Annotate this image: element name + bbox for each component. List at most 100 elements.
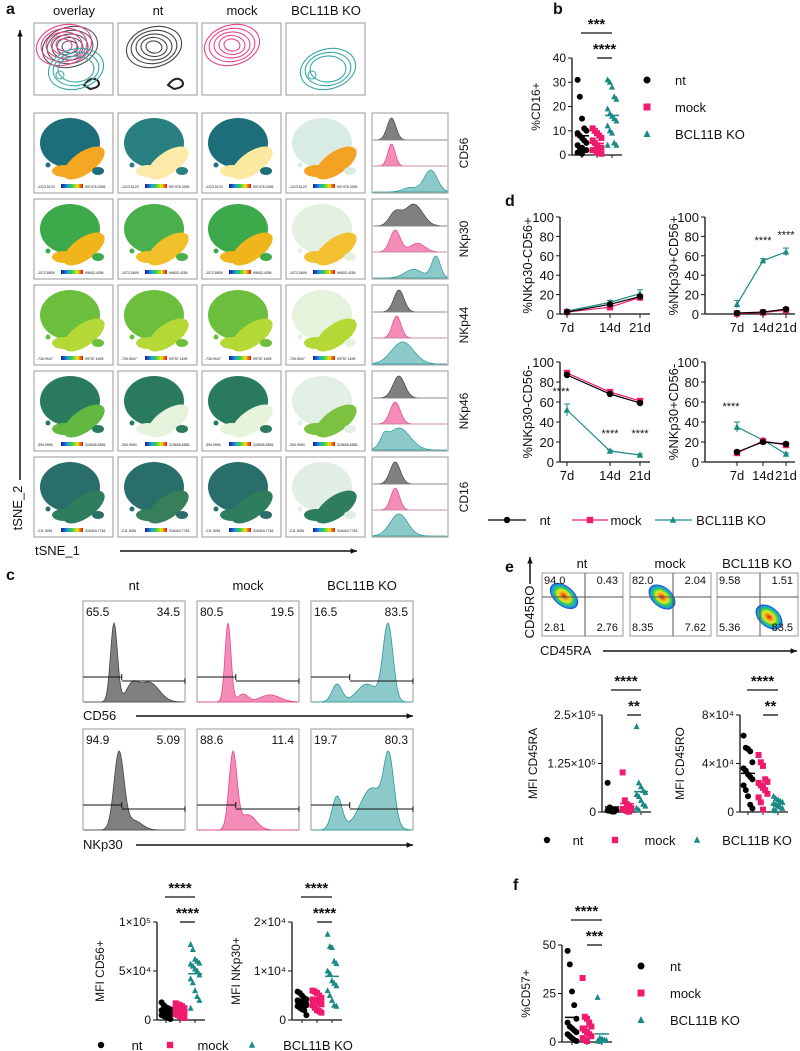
tsne-cluster-lobe (304, 165, 328, 177)
data-point-circle (747, 748, 754, 755)
data-point-circle (503, 516, 511, 524)
arrow-head-icon (406, 842, 413, 848)
y-tick-label: 40 (540, 268, 554, 283)
histogram-stack (371, 112, 449, 194)
plot-frame (285, 22, 366, 96)
data-point-triangle (326, 992, 333, 998)
data-point-circle (569, 988, 575, 995)
y-tick-label: 0 (549, 1035, 556, 1049)
data-point-triangle (759, 256, 767, 264)
data-point-square (637, 989, 645, 997)
gate-percent-negative: 94.9 (86, 733, 110, 747)
data-point-circle (571, 1002, 578, 1009)
contour-line (307, 70, 317, 80)
line-chart-d3: 0 20 40 60 80 100 7d 14d 21d %NKp30-CD56- **** ****… (520, 355, 651, 483)
data-point-circle (637, 962, 645, 970)
legend-label: mock (197, 1038, 229, 1051)
data-point-triangle (187, 1004, 194, 1011)
color-scale-bar (145, 528, 167, 532)
legend-label: mock (670, 986, 702, 1001)
gate-percent-negative: 19.7 (314, 733, 338, 747)
color-scale-max: 99602.4259 (169, 271, 188, 275)
x-tick-label: 21d (629, 468, 651, 483)
dot-plot-c2: 0 1×10⁴ 2×10⁴ MFI NKp30+ **** **** (229, 880, 342, 1027)
data-point-triangle (194, 967, 201, 974)
color-scale-bar (229, 442, 251, 446)
plot-frame (371, 456, 449, 538)
data-point-square (181, 1010, 188, 1017)
data-point-triangle (333, 1002, 340, 1009)
series-bcl11b-ko (604, 76, 620, 148)
contour-line (82, 77, 100, 91)
contour-line (55, 38, 73, 52)
panel-label-b: b (553, 1, 563, 18)
data-point-triangle (693, 836, 701, 843)
data-point-triangle (633, 723, 640, 730)
legend-c: nt mock BCL11B KO (97, 1038, 353, 1051)
series-bcl11b-ko (563, 403, 644, 458)
color-scale-min: -1213.5123 (205, 185, 223, 189)
column-header: overlay (53, 3, 95, 18)
tsne-plot: -1072.5809 99602.4259 (285, 198, 366, 280)
data-point-square (760, 762, 766, 769)
data-point-triangle (333, 960, 340, 967)
data-point-circle (563, 308, 571, 316)
series-mock (619, 769, 635, 815)
data-point-triangle (189, 979, 196, 986)
data-point-square (755, 794, 762, 801)
data-point-circle (782, 440, 790, 448)
y-tick-label: 40 (685, 268, 699, 283)
data-point-circle (301, 1007, 308, 1014)
histogram-area (198, 622, 299, 703)
tsne-cluster-small (92, 339, 104, 347)
y-tick-label: 80 (685, 375, 699, 390)
tsne-cluster-small (45, 162, 51, 168)
legend-label: mock (610, 513, 642, 528)
color-scale-max: 997476.3296 (169, 185, 189, 189)
y-axis-label: MFI CD45RA (526, 728, 540, 799)
tsne-cluster-small (344, 167, 356, 175)
y-tick-label: 50 (543, 938, 557, 952)
tsne-plot: -211.9281 315404.7746 (201, 456, 282, 538)
color-scale-min: -1072.5809 (289, 271, 307, 275)
color-scale-min: -211.9281 (121, 529, 137, 533)
tsne-cluster-small (344, 253, 356, 261)
tsne-cluster-small (213, 162, 219, 168)
series-nt (563, 293, 644, 316)
y-tick-label: 0 (692, 307, 699, 322)
quadrant-percent: 7.62 (685, 622, 706, 634)
color-scale-min: -726.9947 (121, 357, 137, 361)
tsne-cluster-lobe (304, 251, 328, 263)
column-header: mock (232, 578, 264, 593)
y-tick-label: 100 (677, 210, 699, 225)
data-point-triangle (333, 982, 340, 989)
y-tick-label: 0 (279, 1013, 286, 1027)
color-scale-min: -726.9947 (289, 357, 305, 361)
data-point-triangle (324, 930, 331, 937)
contour-plot (117, 22, 198, 96)
color-scale-min: -726.9947 (37, 357, 53, 361)
tsne-row-nkp46: -394.9950 315606.5555 -394.9950 315606.5555… (33, 370, 471, 452)
marker-label: CD16 (457, 481, 471, 512)
data-point-square (643, 103, 651, 111)
arrow-head-icon (406, 713, 413, 719)
contour-plot (201, 22, 282, 96)
y-tick-label: 100 (532, 355, 554, 370)
contour-line (135, 33, 173, 61)
tsne-cluster-small (92, 511, 104, 519)
y-tick-label: 40 (540, 415, 554, 430)
tsne-cluster-lobe (220, 337, 244, 349)
data-point-triangle (643, 130, 651, 137)
significance-stars: **** (754, 235, 772, 247)
significance-stars: **** (722, 401, 740, 413)
data-point-triangle (596, 1037, 603, 1044)
tsne-cluster-small (92, 167, 104, 175)
histogram-area (372, 427, 447, 451)
column-header: nt (153, 3, 164, 18)
color-scale-bar (61, 528, 83, 532)
dot-plot-c1: 0 5×10⁴ 1×10⁵ MFI CD56+ **** **** (93, 880, 205, 1027)
data-point-circle (782, 305, 790, 313)
significance-stars: **** (631, 428, 649, 440)
color-scale-max: 315404.7746 (169, 529, 189, 533)
y-axis-label: %CD57+ (519, 969, 533, 1017)
